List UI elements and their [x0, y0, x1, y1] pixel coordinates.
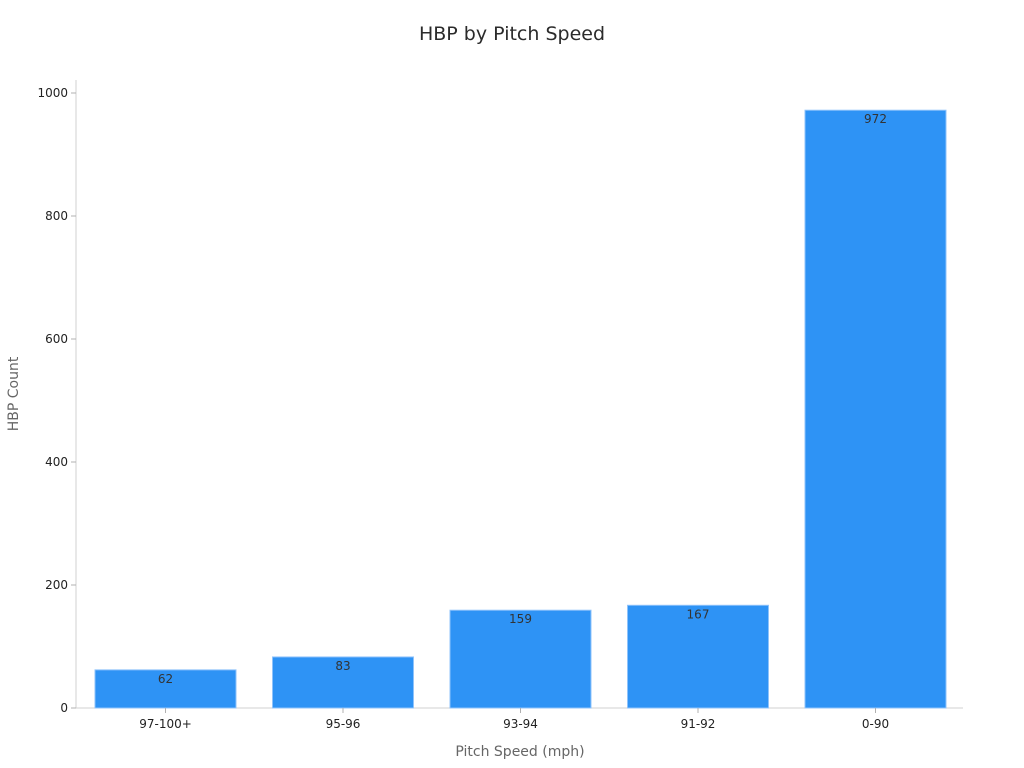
bars: [94, 109, 947, 709]
data-label: 62: [158, 672, 173, 686]
bar: [94, 669, 237, 709]
x-tick-label: 91-92: [681, 717, 716, 731]
bar: [804, 109, 947, 709]
data-label: 83: [335, 659, 350, 673]
data-label: 159: [509, 612, 532, 626]
x-axis-label: Pitch Speed (mph): [455, 744, 584, 760]
y-tick-label: 0: [60, 701, 68, 715]
x-tick-label: 95-96: [326, 717, 361, 731]
bar: [627, 604, 769, 709]
y-tick-label: 800: [45, 209, 68, 223]
x-tick-label: 0-90: [862, 717, 889, 731]
y-ticks: 0 200 400 600 800 1000: [37, 86, 76, 715]
x-tick-label: 93-94: [503, 717, 538, 731]
y-tick-label: 1000: [37, 86, 68, 100]
chart-title: HBP by Pitch Speed: [419, 23, 605, 45]
data-label: 972: [864, 112, 887, 126]
data-labels: 62 83 159 167 972: [158, 112, 887, 686]
y-axis-label: HBP Count: [6, 356, 22, 431]
data-label: 167: [687, 607, 710, 621]
x-ticks: 97-100+ 95-96 93-94 91-92 0-90: [139, 708, 889, 731]
y-tick-label: 600: [45, 332, 68, 346]
y-tick-label: 200: [45, 578, 68, 592]
x-tick-label: 97-100+: [139, 717, 192, 731]
bar: [449, 609, 592, 709]
y-tick-label: 400: [45, 455, 68, 469]
bar: [272, 656, 414, 709]
